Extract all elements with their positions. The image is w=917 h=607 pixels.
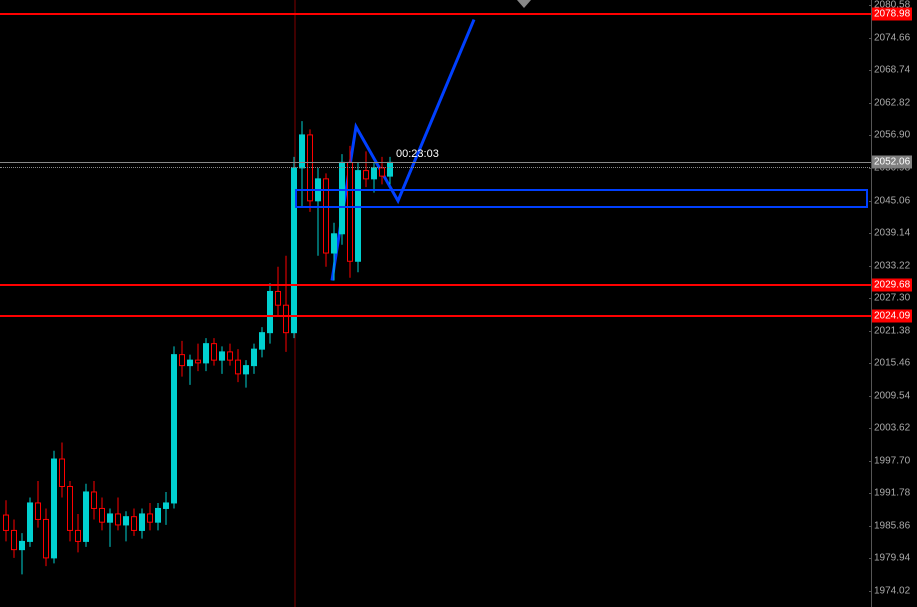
time-marker-arrow [517,0,531,8]
y-axis-tick-label: 1985.86 [874,520,910,531]
y-axis-tick-label: 2015.46 [874,358,910,369]
y-axis-tick-label: 2027.30 [874,293,910,304]
chart-svg-layer [0,0,872,607]
support-zone-rectangle [295,189,868,208]
horizontal-price-line [0,162,872,163]
chart-plot-area[interactable]: 00:23:03 [0,0,872,607]
price-tag: 2078.98 [872,8,912,21]
y-axis-tick-label: 2062.82 [874,97,910,108]
price-tag: 2024.09 [872,309,912,322]
price-tag: 2052.06 [872,156,912,169]
y-axis-tick-label: 2045.06 [874,195,910,206]
horizontal-price-line [0,13,872,15]
y-axis-tick-label: 1974.02 [874,585,910,596]
bar-countdown-timer: 00:23:03 [396,148,439,160]
y-axis-tick-label: 2003.62 [874,423,910,434]
y-axis-tick-label: 1979.94 [874,553,910,564]
price-axis: 2080.582074.662068.742062.822056.902050.… [871,0,917,607]
y-axis-tick-label: 2056.90 [874,130,910,141]
y-axis-tick-label: 2021.38 [874,325,910,336]
price-tag: 2029.68 [872,278,912,291]
y-axis-tick-label: 2033.22 [874,260,910,271]
horizontal-price-line [0,315,872,317]
y-axis-tick-label: 2068.74 [874,65,910,76]
horizontal-price-line [0,167,872,168]
y-axis-tick-label: 2009.54 [874,390,910,401]
y-axis-tick-label: 1997.70 [874,455,910,466]
horizontal-price-line [0,284,872,286]
y-axis-tick-label: 1991.78 [874,488,910,499]
y-axis-tick-label: 2039.14 [874,228,910,239]
y-axis-tick-label: 2074.66 [874,32,910,43]
